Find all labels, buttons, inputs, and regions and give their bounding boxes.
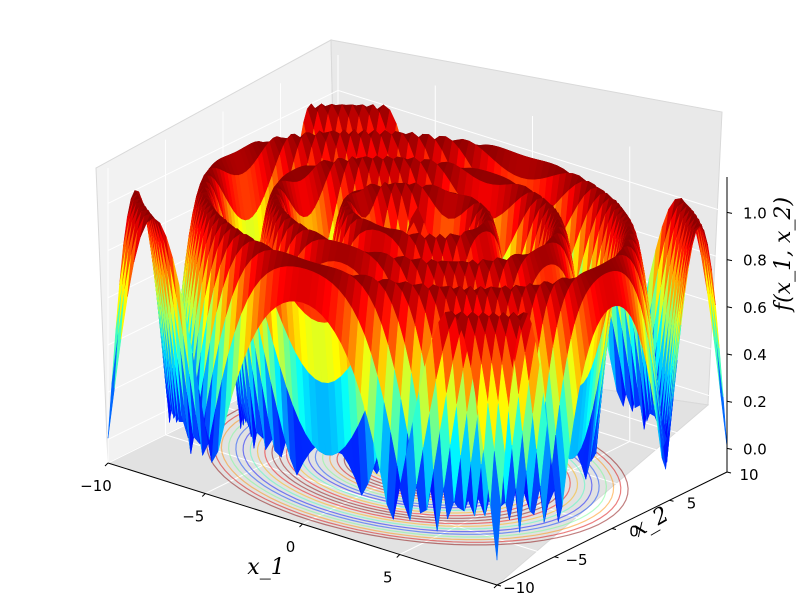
z-tick <box>726 259 733 262</box>
y-tick <box>611 528 617 530</box>
z-tick <box>726 400 733 403</box>
z-tick <box>726 211 733 214</box>
y-tick-label: 5 <box>687 494 697 512</box>
x-tick <box>396 554 401 558</box>
z-tick-label: 0.8 <box>743 252 767 270</box>
x-tick <box>493 584 498 589</box>
x-tick <box>299 523 303 528</box>
y-tick <box>496 584 502 587</box>
surface-patch <box>712 298 724 397</box>
x-tick <box>201 493 206 497</box>
z-tick <box>726 306 733 309</box>
x-tick-label: 0 <box>286 538 296 556</box>
surface-patch <box>490 451 502 561</box>
x-tick-label: −10 <box>80 477 112 495</box>
z-tick-label: 1.0 <box>743 204 767 222</box>
surface-mesh <box>107 103 728 561</box>
y-tick <box>554 556 559 559</box>
z-tick-label: 0.0 <box>743 440 767 458</box>
contour-line <box>206 389 629 546</box>
z-tick <box>726 447 733 450</box>
y-tick <box>726 471 732 474</box>
z-tick-label: 0.4 <box>743 346 767 364</box>
surface-patch <box>716 342 728 448</box>
x-axis-label: x_1 <box>247 555 284 580</box>
z-tick <box>726 353 733 356</box>
axes <box>104 177 733 589</box>
y-tick-label: −5 <box>565 551 587 569</box>
z-tick-label: 0.2 <box>743 393 767 411</box>
z-tick-label: 0.6 <box>743 299 767 317</box>
x-tick-label: 5 <box>383 569 393 587</box>
y-tick-label: 10 <box>739 466 758 484</box>
x-tick <box>104 462 109 467</box>
y-tick-label: −10 <box>503 579 535 597</box>
grid-line-z <box>107 89 728 213</box>
y-tick <box>669 499 674 502</box>
z-axis-label: f(x_1, x_2) <box>771 197 796 313</box>
y-tick-label: 0 <box>629 523 639 541</box>
x-tick-label: −5 <box>182 508 204 526</box>
